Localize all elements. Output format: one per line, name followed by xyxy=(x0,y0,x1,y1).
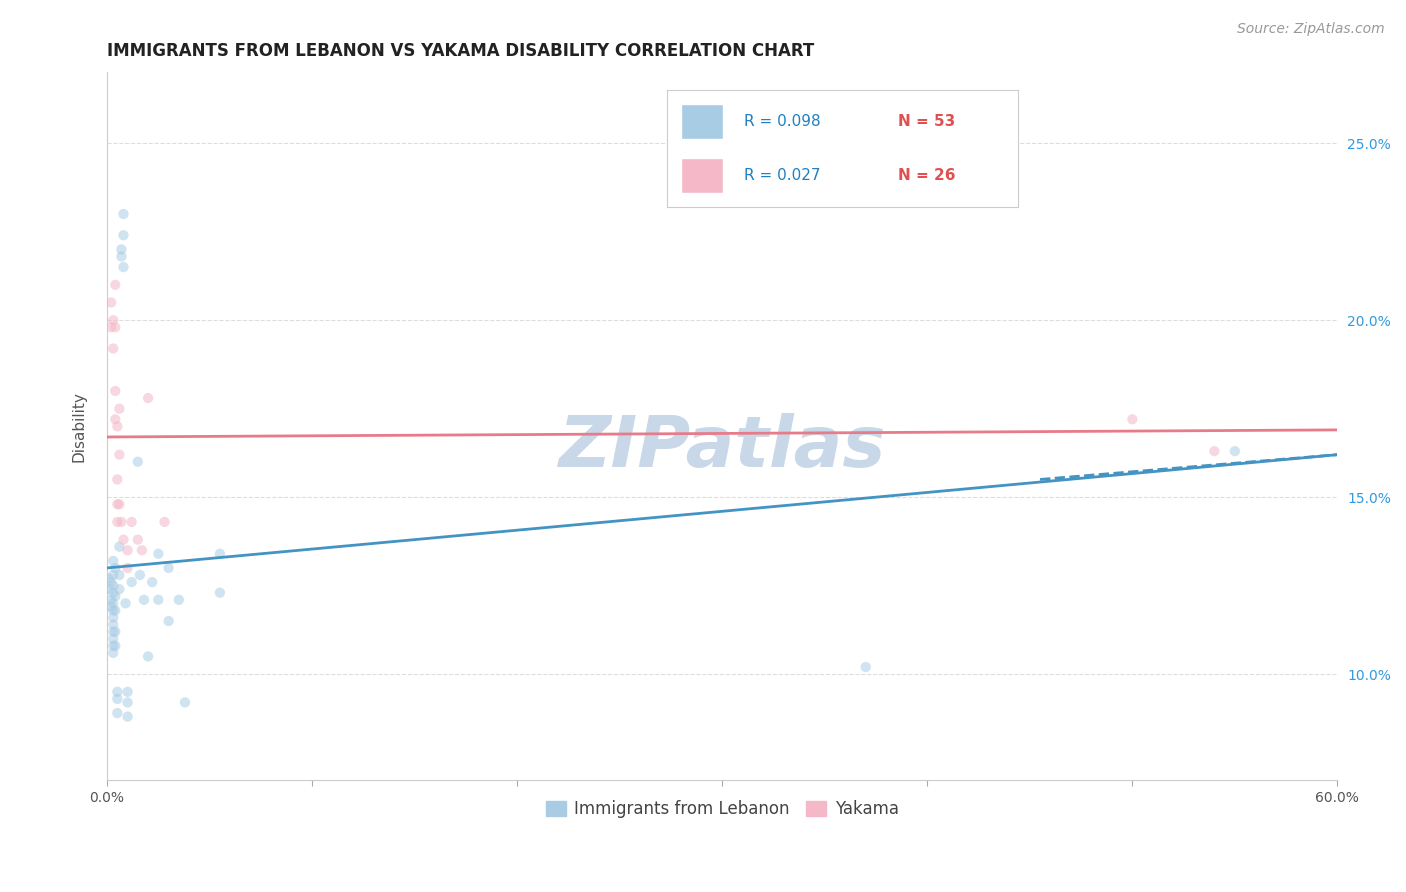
Point xyxy=(112,533,135,547)
Point xyxy=(103,624,125,639)
Point xyxy=(208,585,231,599)
Point xyxy=(103,603,125,617)
Point xyxy=(103,617,125,632)
Point xyxy=(105,473,128,487)
Point xyxy=(855,660,877,674)
Point xyxy=(110,243,132,257)
Point xyxy=(104,639,127,653)
Point xyxy=(148,592,170,607)
Point xyxy=(157,614,180,628)
Point xyxy=(117,561,139,575)
Point xyxy=(103,585,125,599)
Point xyxy=(105,497,128,511)
Point xyxy=(141,575,163,590)
Point xyxy=(103,632,125,646)
Point xyxy=(104,320,127,334)
Point xyxy=(136,391,159,405)
Point xyxy=(110,515,132,529)
Point xyxy=(104,561,127,575)
Point xyxy=(117,695,139,709)
Point xyxy=(131,543,153,558)
Point xyxy=(103,579,125,593)
Point xyxy=(103,610,125,624)
Point xyxy=(208,547,231,561)
Point xyxy=(1223,444,1246,458)
Point xyxy=(108,401,131,416)
Y-axis label: Disability: Disability xyxy=(72,391,86,462)
Point xyxy=(100,575,122,590)
Point xyxy=(104,589,127,603)
Point xyxy=(100,592,122,607)
Point xyxy=(103,313,125,327)
Point xyxy=(105,692,128,706)
Point xyxy=(112,228,135,243)
Point xyxy=(1204,444,1226,458)
Point xyxy=(104,384,127,398)
Point xyxy=(98,582,121,597)
Point xyxy=(117,685,139,699)
Legend: Immigrants from Lebanon, Yakama: Immigrants from Lebanon, Yakama xyxy=(538,794,905,825)
Point xyxy=(105,515,128,529)
Point xyxy=(136,649,159,664)
Point xyxy=(108,582,131,597)
Point xyxy=(105,419,128,434)
Point xyxy=(98,572,121,586)
Point xyxy=(148,547,170,561)
Text: ZIPatlas: ZIPatlas xyxy=(558,413,886,482)
Point xyxy=(100,320,122,334)
Point xyxy=(103,554,125,568)
Point xyxy=(117,709,139,723)
Point xyxy=(104,603,127,617)
Point xyxy=(153,515,176,529)
Point xyxy=(174,695,197,709)
Point xyxy=(105,685,128,699)
Point xyxy=(108,540,131,554)
Point xyxy=(108,497,131,511)
Point xyxy=(128,568,150,582)
Point xyxy=(103,639,125,653)
Point xyxy=(167,592,190,607)
Point xyxy=(108,568,131,582)
Point xyxy=(117,543,139,558)
Point xyxy=(103,568,125,582)
Point xyxy=(104,412,127,426)
Point xyxy=(114,596,136,610)
Point xyxy=(1121,412,1143,426)
Point xyxy=(104,277,127,292)
Point xyxy=(127,533,149,547)
Point xyxy=(110,250,132,264)
Point xyxy=(100,599,122,614)
Point xyxy=(127,455,149,469)
Point xyxy=(100,295,122,310)
Text: IMMIGRANTS FROM LEBANON VS YAKAMA DISABILITY CORRELATION CHART: IMMIGRANTS FROM LEBANON VS YAKAMA DISABI… xyxy=(107,42,814,60)
Point xyxy=(121,575,143,590)
Point xyxy=(108,448,131,462)
Point xyxy=(112,207,135,221)
Point xyxy=(103,342,125,356)
Point xyxy=(103,646,125,660)
Point xyxy=(104,624,127,639)
Point xyxy=(103,596,125,610)
Text: Source: ZipAtlas.com: Source: ZipAtlas.com xyxy=(1237,22,1385,37)
Point xyxy=(105,706,128,720)
Point xyxy=(121,515,143,529)
Point xyxy=(112,260,135,274)
Point xyxy=(157,561,180,575)
Point xyxy=(132,592,155,607)
